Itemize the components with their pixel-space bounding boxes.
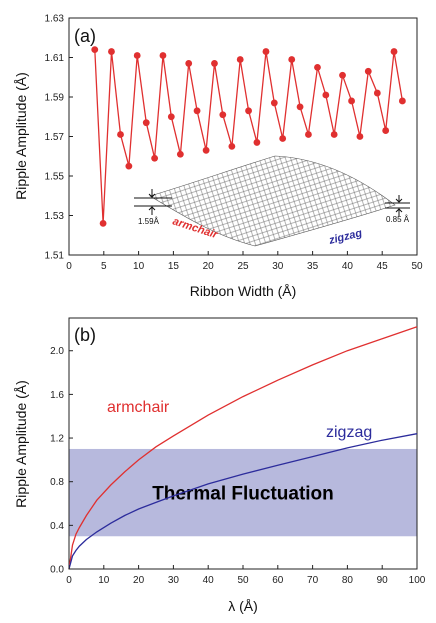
x-tick-label: 45 xyxy=(377,261,389,272)
data-point xyxy=(398,97,406,105)
y-tick-label: 1.51 xyxy=(45,251,65,262)
x-tick-label: 60 xyxy=(272,575,284,586)
y-tick-label: 0.8 xyxy=(50,477,64,488)
panel-a-label: (a) xyxy=(74,26,96,46)
data-point xyxy=(356,133,364,140)
data-point xyxy=(322,91,330,99)
data-point xyxy=(108,48,115,55)
y-tick-label: 1.6 xyxy=(50,390,64,401)
data-point xyxy=(185,60,193,67)
data-point xyxy=(176,150,184,158)
x-tick-label: 80 xyxy=(342,575,354,586)
data-point xyxy=(373,89,381,97)
panel-b-label: (b) xyxy=(74,325,96,345)
data-point xyxy=(390,48,398,55)
y-tick-label: 1.53 xyxy=(45,211,65,222)
x-tick-label: 90 xyxy=(377,575,389,586)
x-tick-label: 40 xyxy=(203,575,215,586)
x-tick-label: 25 xyxy=(237,261,249,272)
data-point xyxy=(288,56,296,63)
data-point xyxy=(339,71,346,79)
y-tick-label: 1.2 xyxy=(50,434,64,445)
left-edge-arrow-icon xyxy=(148,189,156,215)
x-tick-label: 0 xyxy=(66,575,72,586)
panel-b-x-ticks: 0 10 20 30 40 50 60 70 80 90 100 xyxy=(66,565,426,586)
panel-a-x-ticks: 0 5 10 15 20 25 30 35 40 45 50 xyxy=(66,251,423,272)
x-tick-label: 15 xyxy=(168,261,180,272)
inset-right-label: 0.85 Å xyxy=(386,215,410,224)
panel-b-y-axis-title: Ripple Amplitude (Å) xyxy=(13,380,29,508)
y-tick-label: 1.63 xyxy=(45,14,65,25)
panel-a: (a) 1.59Å 0.85 Å armchair zigzag 0 5 10 xyxy=(13,14,423,300)
data-point xyxy=(348,97,355,105)
panel-b: (b) Thermal Fluctuation 0 10 20 30 40 50 60 70 8… xyxy=(13,317,426,614)
graphene-sheet-inset: 1.59Å 0.85 Å armchair zigzag xyxy=(134,155,410,247)
panel-b-y-ticks: 0.0 0.4 0.8 1.2 1.6 2.0 xyxy=(50,346,73,576)
data-point xyxy=(314,63,321,71)
thermal-fluctuation-label: Thermal Fluctuation xyxy=(152,484,334,505)
data-point xyxy=(253,139,261,146)
data-point xyxy=(330,131,338,138)
data-point xyxy=(91,46,99,53)
x-tick-label: 100 xyxy=(409,575,426,586)
x-tick-label: 40 xyxy=(342,261,354,272)
armchair-series-line xyxy=(68,326,418,570)
x-tick-label: 50 xyxy=(411,261,423,272)
data-point xyxy=(262,48,270,55)
data-point xyxy=(228,142,236,150)
data-point xyxy=(99,220,107,227)
x-tick-label: 35 xyxy=(307,261,319,272)
inset-left-label: 1.59Å xyxy=(138,217,160,226)
data-point xyxy=(364,67,372,75)
y-tick-label: 0.0 xyxy=(50,565,64,576)
x-tick-label: 70 xyxy=(307,575,319,586)
graphene-mesh-surface xyxy=(149,155,396,247)
y-tick-label: 1.59 xyxy=(45,93,65,104)
panel-a-y-ticks: 1.51 1.53 1.55 1.57 1.59 1.61 1.63 xyxy=(45,14,73,262)
x-tick-label: 30 xyxy=(272,261,284,272)
x-tick-label: 10 xyxy=(98,575,110,586)
data-point xyxy=(167,113,175,121)
x-tick-label: 10 xyxy=(133,261,145,272)
panel-b-x-axis-title: λ (Å) xyxy=(228,598,258,614)
data-point xyxy=(382,127,390,134)
data-point xyxy=(245,107,252,115)
data-point xyxy=(296,103,304,111)
data-point xyxy=(279,135,287,142)
panel-a-x-axis-title: Ribbon Width (Å) xyxy=(190,283,297,299)
right-edge-arrow-icon xyxy=(395,195,403,216)
data-point xyxy=(133,52,141,59)
data-point xyxy=(142,119,150,127)
y-tick-label: 1.61 xyxy=(45,53,65,64)
y-tick-label: 1.57 xyxy=(45,132,65,143)
y-tick-label: 1.55 xyxy=(45,172,65,183)
data-point xyxy=(151,154,159,162)
data-point xyxy=(125,162,133,170)
thermal-fluctuation-band xyxy=(69,448,417,537)
x-tick-label: 5 xyxy=(101,261,107,272)
data-point xyxy=(117,131,124,138)
data-point xyxy=(305,131,312,138)
panel-b-marks xyxy=(68,326,418,570)
panel-a-y-axis-title: Ripple Amplitude (Å) xyxy=(13,72,29,200)
y-tick-label: 2.0 xyxy=(50,346,64,357)
data-point xyxy=(193,107,201,115)
data-point xyxy=(270,99,278,107)
x-tick-label: 20 xyxy=(133,575,145,586)
x-tick-label: 50 xyxy=(237,575,249,586)
y-tick-label: 0.4 xyxy=(50,521,64,532)
armchair-series-label: armchair xyxy=(107,399,170,416)
x-tick-label: 20 xyxy=(203,261,215,272)
x-tick-label: 30 xyxy=(168,575,180,586)
data-point xyxy=(202,146,210,154)
data-point xyxy=(211,60,218,67)
data-point xyxy=(236,56,244,63)
data-point xyxy=(219,111,227,119)
zigzag-series-line xyxy=(68,433,418,570)
data-point xyxy=(159,52,167,59)
x-tick-label: 0 xyxy=(66,261,72,272)
panel-a-marks xyxy=(91,46,406,227)
zigzag-series-label: zigzag xyxy=(326,424,372,441)
